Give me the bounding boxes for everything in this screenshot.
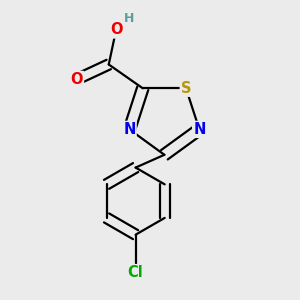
Text: O: O	[70, 72, 83, 87]
Text: Cl: Cl	[128, 265, 143, 280]
Text: H: H	[124, 12, 135, 25]
Text: N: N	[193, 122, 206, 137]
Text: S: S	[181, 81, 191, 96]
Text: O: O	[110, 22, 122, 38]
Text: N: N	[123, 122, 136, 137]
